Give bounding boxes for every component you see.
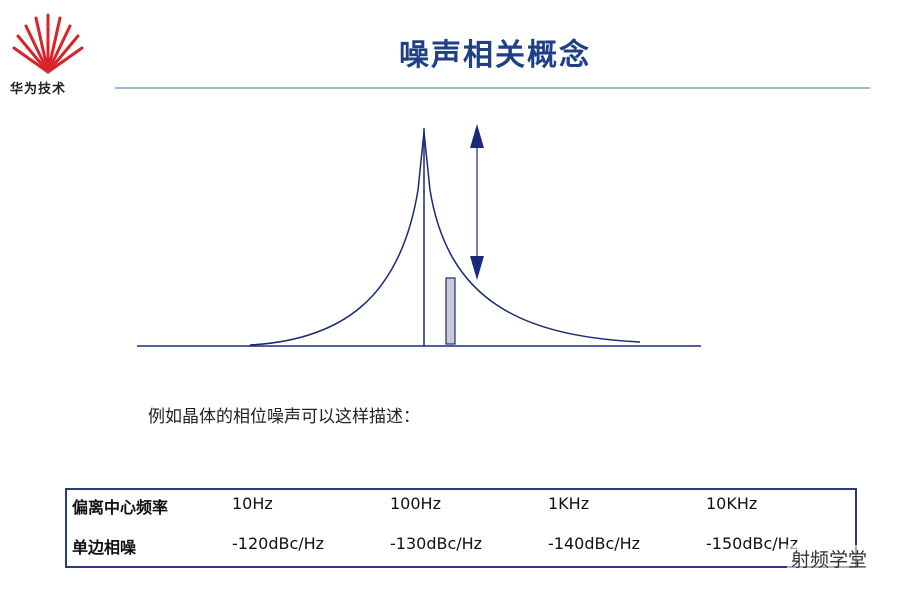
- table-cell: 1KHz: [548, 494, 590, 513]
- noise-table: 偏离中心频率 10Hz 100Hz 1KHz 10KHz 单边相噪 -120dBc/Hz -1…: [65, 488, 857, 568]
- slide-title: 噪声相关概念: [399, 38, 591, 73]
- table-cell: -130dBc/Hz: [390, 534, 483, 553]
- logo: [12, 13, 84, 74]
- row-header: 偏离中心频率: [72, 498, 169, 517]
- table-cell: 10Hz: [232, 494, 273, 513]
- spectrum-diagram: [137, 124, 701, 347]
- watermark: 射频学堂: [786, 545, 871, 572]
- table-cell: -120dBc/Hz: [232, 534, 325, 553]
- table-cell: -150dBc/Hz: [706, 534, 799, 553]
- table-cell: -140dBc/Hz: [548, 534, 641, 553]
- table-cell: 100Hz: [390, 494, 441, 513]
- table-cell: 10KHz: [706, 494, 758, 513]
- logo-text: 华为技术: [10, 82, 67, 97]
- row-header: 单边相噪: [72, 538, 137, 557]
- caption: 例如晶体的相位噪声可以这样描述：: [148, 407, 420, 427]
